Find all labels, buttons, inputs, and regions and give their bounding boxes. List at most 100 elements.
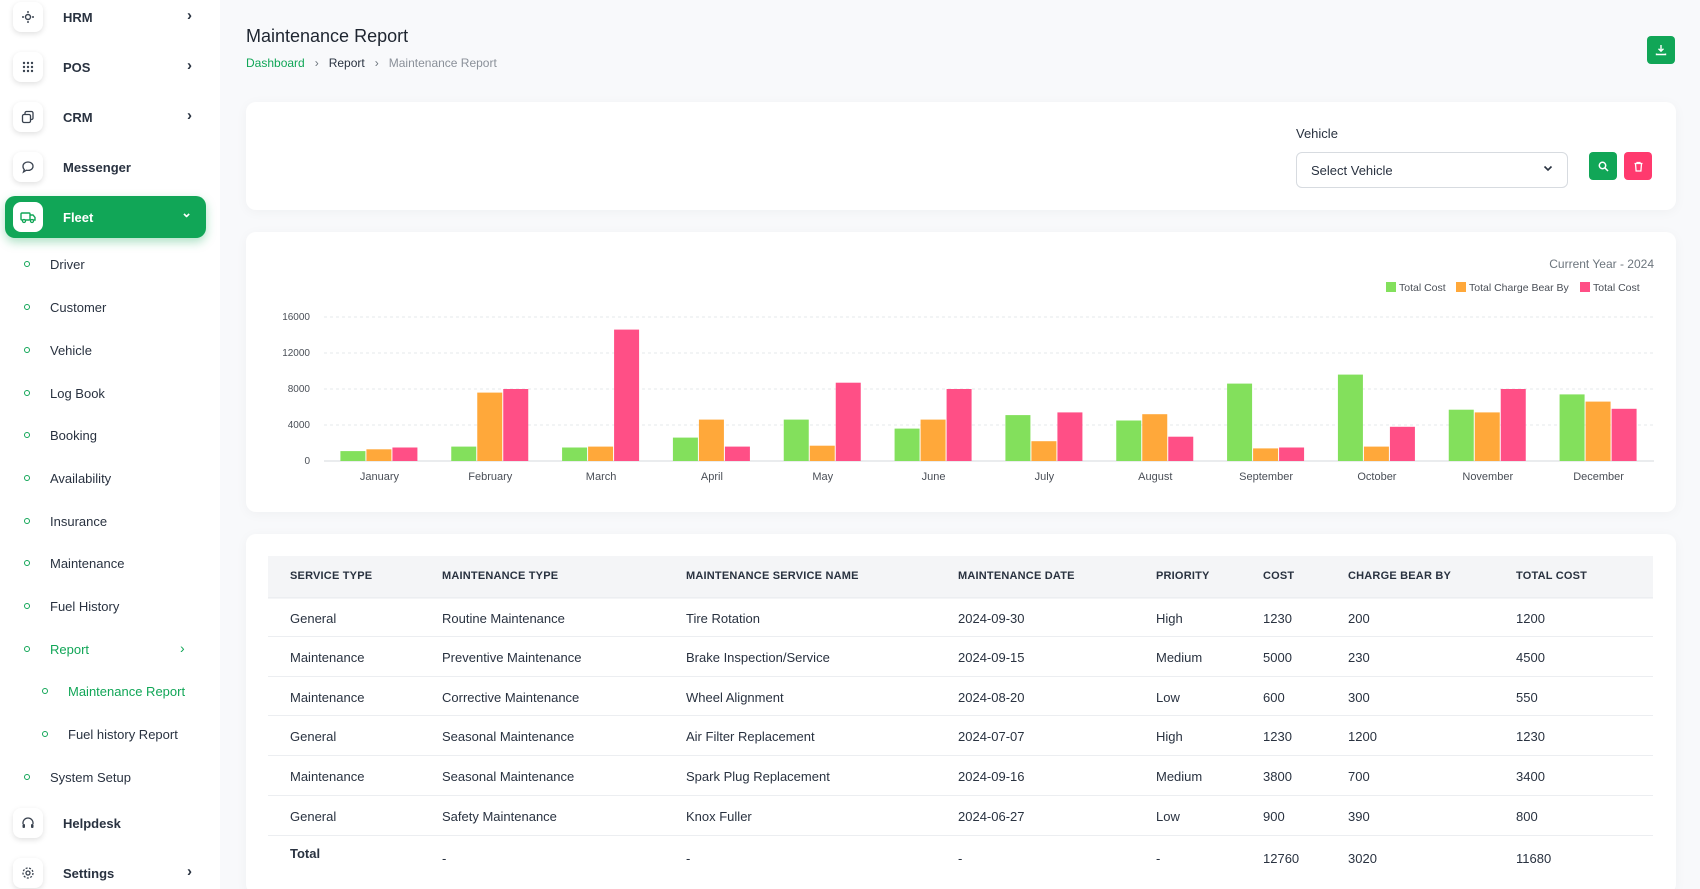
chart-bar [366,449,392,461]
sidebar-item-fuel-history[interactable]: Fuel History [24,595,119,617]
chart-bar [1057,412,1083,461]
sidebar-item-maintenance-report[interactable]: Maintenance Report [42,680,185,702]
sidebar-label-fuel-history-report: Fuel history Report [68,726,178,742]
breadcrumb-dashboard[interactable]: Dashboard [246,56,305,70]
sidebar-item-insurance[interactable]: Insurance [24,510,107,532]
sidebar-label-report: Report [50,641,90,657]
table-cell: 1230 [1263,611,1292,626]
sidebar-item-fuel-history-report[interactable]: Fuel history Report [42,723,178,745]
search-icon [1598,161,1609,172]
bullet-icon [24,390,30,396]
chart-bar [1611,408,1637,461]
chart-bar [392,447,418,461]
chevron-right-icon: › [180,640,185,656]
sidebar-label-booking: Booking [50,427,97,443]
chart-bar [894,428,920,461]
chart-bar [1116,420,1142,461]
download-icon [1655,45,1667,56]
legend-label: Total Cost [1399,282,1446,294]
table-cell: Medium [1156,650,1203,665]
row-divider [268,597,1653,598]
table-cell: Spark Plug Replacement [686,769,830,784]
table-header-cell: PRIORITY [1156,570,1210,582]
x-tick-label: April [701,471,723,483]
sidebar-item-messenger[interactable]: Messenger [5,146,206,188]
hrm-icon [13,2,43,32]
table-cell: Preventive Maintenance [442,650,582,665]
search-button[interactable] [1589,152,1617,180]
sidebar-label-insurance: Insurance [50,513,108,529]
table-cell: 600 [1263,690,1285,705]
bullet-icon [24,603,30,609]
chart-bar [1253,448,1279,461]
breadcrumb-report[interactable]: Report [328,56,365,70]
sidebar-item-customer[interactable]: Customer [24,296,106,318]
table-cell: 390 [1348,809,1370,824]
table-cell: Safety Maintenance [442,809,557,824]
sidebar-item-helpdesk[interactable]: Helpdesk [5,802,206,844]
chart-bar [1005,415,1031,461]
chart-bar [1474,412,1500,461]
chart-bar [340,451,366,461]
table-cell: 2024-09-15 [958,650,1025,665]
table-cell: Tire Rotation [686,611,760,626]
sidebar-item-logbook[interactable]: Log Book [24,382,105,404]
chart-bar [724,446,750,461]
chart-bar [451,446,477,461]
x-tick-label: May [812,471,833,483]
chevron-right-icon: › [187,107,192,124]
table-cell: 700 [1348,769,1370,784]
download-button[interactable] [1647,36,1675,64]
grid-icon [13,52,43,82]
table-cell: 2024-06-27 [958,809,1025,824]
total-cell: 3020 [1348,851,1377,866]
x-tick-label: December [1573,471,1624,483]
y-tick-label: 12000 [282,348,310,359]
y-tick-label: 16000 [282,312,310,323]
table-header-cell: MAINTENANCE TYPE [442,570,559,582]
sidebar-item-crm[interactable]: CRM › [5,96,206,138]
sidebar-item-driver[interactable]: Driver [24,253,85,275]
vehicle-select-value: Select Vehicle [1311,162,1393,178]
y-tick-label: 0 [304,456,310,467]
sidebar-item-booking[interactable]: Booking [24,424,97,446]
x-tick-label: October [1357,471,1396,483]
table-header-cell: SERVICE TYPE [290,570,373,582]
sidebar-label-maintenance: Maintenance [50,555,125,571]
table-cell: Maintenance [290,650,365,665]
bullet-icon [24,774,30,780]
sidebar-item-settings[interactable]: Settings › [5,852,206,889]
sidebar-item-report[interactable]: Report › [24,638,185,660]
bullet-icon [24,475,30,481]
table-cell: 800 [1516,809,1538,824]
x-tick-label: November [1462,471,1513,483]
sidebar-label-vehicle: Vehicle [50,342,92,358]
total-cell: - [1156,851,1161,866]
table-cell: Brake Inspection/Service [686,650,830,665]
chart-year-label: Current Year - 2024 [1549,257,1654,271]
y-tick-label: 8000 [288,384,311,395]
sidebar-item-hrm[interactable]: HRM › [5,0,206,38]
x-tick-label: March [586,471,617,483]
total-cell: - [442,851,447,866]
bullet-icon [24,432,30,438]
chart-bar [1227,383,1253,461]
table-header-cell: COST [1263,570,1295,582]
y-tick-label: 4000 [288,420,311,431]
table-cell: 2024-07-07 [958,729,1025,744]
reset-button[interactable] [1624,152,1652,180]
chart-bar [477,392,503,461]
sidebar-label-fleet: Fleet [63,209,94,225]
sidebar-item-system-setup[interactable]: System Setup [24,766,131,788]
vehicle-select[interactable]: Select Vehicle [1296,152,1568,188]
bullet-icon [24,646,30,652]
table-cell: Air Filter Replacement [686,729,815,744]
sidebar-item-pos[interactable]: POS › [5,46,206,88]
sidebar-item-vehicle[interactable]: Vehicle [24,339,92,361]
sidebar-item-maintenance[interactable]: Maintenance [24,552,124,574]
sidebar-item-availability[interactable]: Availability [24,467,111,489]
sidebar-item-fleet[interactable]: Fleet ⌄ [5,196,206,238]
table-cell: 1230 [1516,729,1545,744]
chart-bar [1142,414,1168,461]
bullet-icon [24,304,30,310]
